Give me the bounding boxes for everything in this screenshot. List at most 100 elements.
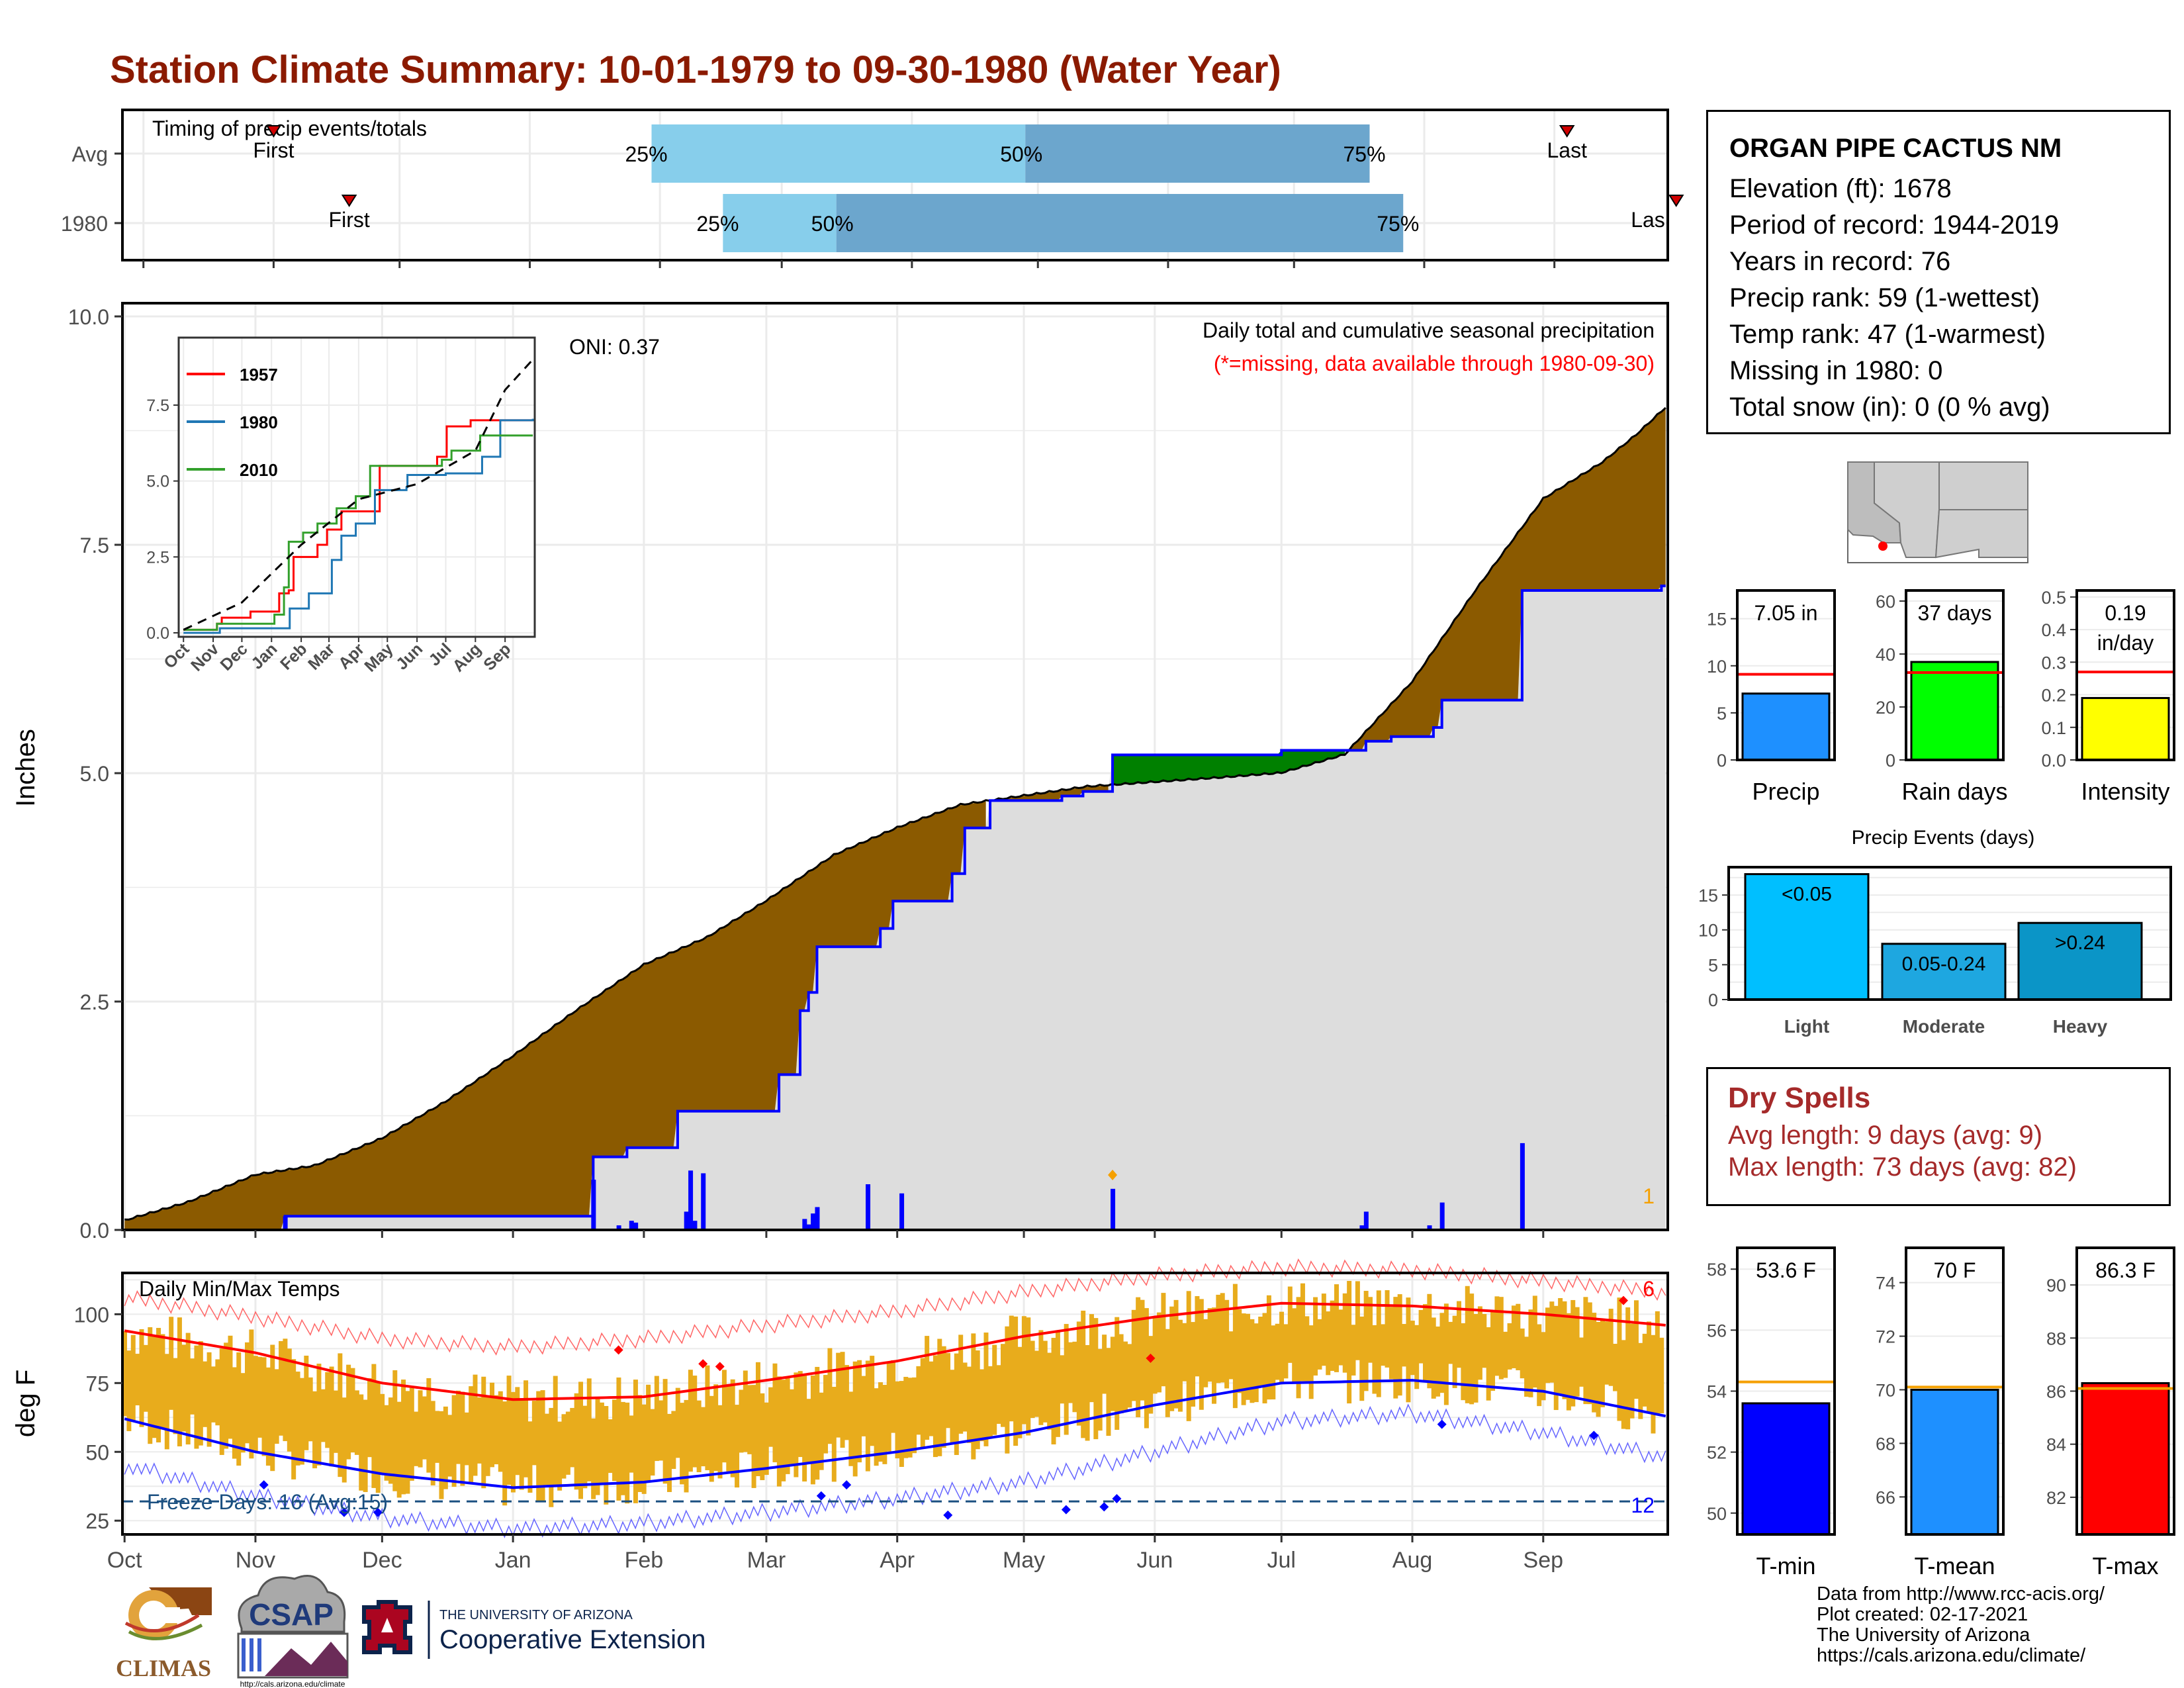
daily-precip-bar bbox=[806, 1224, 811, 1230]
daily-temp-bar bbox=[1549, 1301, 1555, 1383]
first-label: First bbox=[329, 208, 370, 232]
daily-temp-bar bbox=[148, 1327, 153, 1444]
daily-temp-bar bbox=[181, 1344, 187, 1432]
events-y-tick: 5 bbox=[1708, 955, 1718, 975]
dry-spells-max: Max length: 73 days (avg: 82) bbox=[1728, 1152, 2077, 1182]
daily-temp-bar bbox=[1228, 1331, 1234, 1380]
daily-temp-bar bbox=[1308, 1325, 1314, 1399]
last-marker bbox=[1668, 195, 1684, 207]
daily-temp-bar bbox=[1038, 1330, 1044, 1425]
daily-temp-bar bbox=[333, 1390, 338, 1453]
daily-precip-bar bbox=[1359, 1225, 1365, 1230]
daily-temp-bar bbox=[1596, 1321, 1601, 1417]
daily-temp-bar bbox=[1402, 1324, 1407, 1367]
daily-temp-bar bbox=[1469, 1293, 1475, 1405]
daily-temp-bar bbox=[426, 1378, 432, 1473]
daily-temp-bar bbox=[1211, 1307, 1216, 1404]
daily-temp-bar bbox=[671, 1411, 676, 1470]
month-label: Oct bbox=[107, 1548, 142, 1573]
daily-temp-bar bbox=[1363, 1291, 1369, 1391]
timing-frame bbox=[121, 109, 1669, 261]
precip-frame bbox=[121, 302, 1669, 1231]
daily-precip-bar bbox=[629, 1221, 634, 1230]
daily-temp-bar bbox=[1528, 1309, 1533, 1397]
daily-temp-bar bbox=[1165, 1329, 1170, 1417]
daily-temp-bar bbox=[502, 1401, 508, 1506]
daily-temp-bar bbox=[840, 1352, 845, 1448]
daily-temp-bar bbox=[971, 1333, 976, 1460]
daily-temp-bar bbox=[979, 1369, 985, 1442]
daily-temp-bar bbox=[1524, 1336, 1529, 1397]
daily-temp-bar bbox=[143, 1344, 148, 1412]
csap-logo-text: CSAP bbox=[249, 1597, 334, 1632]
daily-temp-bar bbox=[1047, 1352, 1052, 1430]
panel-label: T-max bbox=[2092, 1552, 2158, 1579]
csap-logo: CSAP http://cals.arizona.edu/climate bbox=[237, 1575, 349, 1688]
average-tmax-line bbox=[124, 1301, 1666, 1401]
daily-temp-bar bbox=[831, 1387, 837, 1482]
daily-temp-bar bbox=[975, 1350, 980, 1450]
timing-bar-high bbox=[836, 194, 1404, 252]
timing-bar-low bbox=[651, 124, 1026, 183]
daily-temp-bar bbox=[490, 1382, 495, 1468]
daily-temp-bar bbox=[338, 1353, 343, 1477]
daily-temp-bar bbox=[1246, 1313, 1251, 1400]
inset-series-1957 bbox=[183, 419, 533, 631]
daily-temp-bar bbox=[375, 1382, 381, 1493]
daily-temp-bar bbox=[396, 1401, 402, 1498]
daily-temp-bar bbox=[1562, 1301, 1567, 1399]
daily-temp-bar bbox=[797, 1371, 803, 1458]
daily-temp-bar bbox=[1186, 1291, 1191, 1421]
daily-temp-bar bbox=[1461, 1323, 1466, 1401]
daily-temp-bar bbox=[439, 1411, 444, 1499]
y-tick-label: 5.0 bbox=[80, 762, 109, 786]
temp-y-label: deg F bbox=[11, 1370, 40, 1437]
daily-temp-bar bbox=[827, 1348, 833, 1444]
daily-temp-bar bbox=[1030, 1340, 1035, 1419]
events-y-tick: 0 bbox=[1708, 990, 1718, 1010]
daily-temp-bar bbox=[1621, 1340, 1626, 1429]
daily-temp-bar bbox=[620, 1401, 625, 1495]
daily-temp-bar bbox=[232, 1367, 237, 1459]
daily-temp-bar bbox=[946, 1353, 951, 1429]
daily-temp-bar bbox=[367, 1378, 373, 1458]
daily-temp-bar bbox=[388, 1397, 393, 1484]
daily-temp-bar bbox=[240, 1373, 246, 1453]
daily-temp-bar bbox=[173, 1358, 178, 1434]
daily-temp-bar bbox=[510, 1391, 516, 1493]
event-bar-label: <0.05 bbox=[1782, 884, 1832, 906]
daily-temp-bar bbox=[1448, 1321, 1453, 1364]
daily-temp-bar bbox=[865, 1360, 870, 1472]
daily-temp-bar bbox=[709, 1395, 714, 1482]
daily-temp-bar bbox=[983, 1333, 989, 1446]
daily-temp-bar bbox=[1338, 1309, 1343, 1366]
daily-temp-bar bbox=[1532, 1295, 1537, 1388]
small-frame bbox=[2075, 589, 2175, 761]
record-low-marker bbox=[1437, 1419, 1447, 1429]
daily-temp-bar bbox=[164, 1354, 169, 1450]
daily-temp-bar bbox=[743, 1370, 748, 1452]
panel-label: T-mean bbox=[1914, 1552, 1995, 1579]
daily-temp-bar bbox=[1457, 1301, 1461, 1368]
small-y-tick: 54 bbox=[1707, 1382, 1727, 1402]
daily-temp-bar bbox=[650, 1409, 655, 1476]
daily-precip-bar bbox=[802, 1219, 807, 1230]
daily-temp-bar bbox=[1123, 1341, 1128, 1412]
timing-label-50: 50% bbox=[811, 212, 854, 236]
daily-temp-bar bbox=[891, 1360, 896, 1433]
daily-temp-bar bbox=[359, 1394, 364, 1491]
events-title: Precip Events (days) bbox=[1852, 827, 2035, 849]
daily-temp-bar bbox=[730, 1379, 735, 1477]
daily-temp-bar bbox=[1224, 1299, 1230, 1389]
timing-row-label: Avg bbox=[71, 142, 108, 166]
daily-temp-bar bbox=[1638, 1342, 1643, 1419]
temp_bars-panels: 50 52 54 56 58 53.6 F T-min 66 68 70 72 74 70 F T-mea… bbox=[1707, 1246, 2175, 1579]
first-label: First bbox=[253, 138, 294, 162]
daily-temp-bar bbox=[346, 1364, 351, 1460]
daily-temp-bar bbox=[418, 1390, 423, 1468]
small-y-tick: 0.2 bbox=[2041, 686, 2066, 706]
csap-url-text: http://cals.arizona.edu/climate bbox=[240, 1679, 345, 1688]
daily-temp-bar bbox=[1452, 1315, 1457, 1388]
small-y-tick: 15 bbox=[1707, 610, 1727, 630]
cumulative-1980-area bbox=[124, 586, 1666, 1230]
